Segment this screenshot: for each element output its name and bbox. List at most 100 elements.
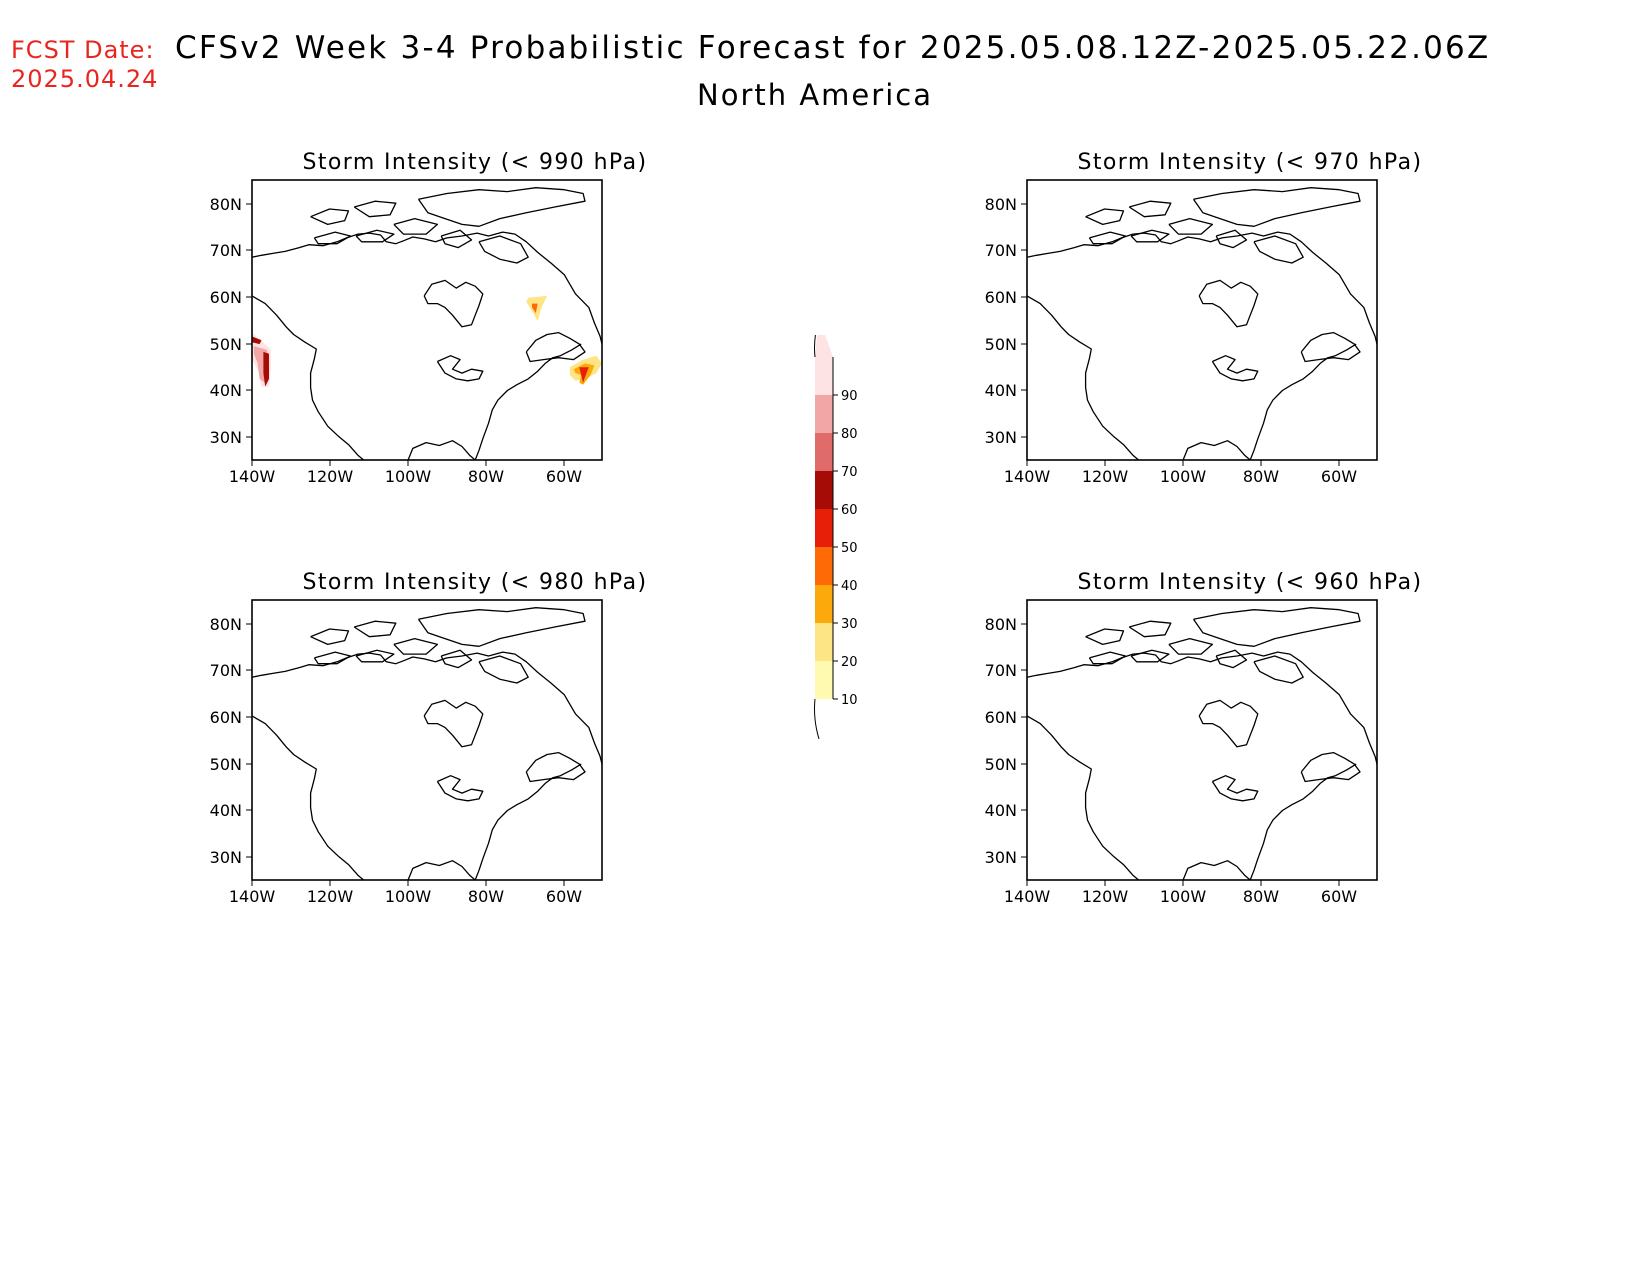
colorbar-segment — [815, 547, 833, 585]
colorbar-label: 20 — [841, 655, 858, 670]
colorbar-label: 90 — [841, 389, 858, 404]
lon-tick-label: 140W — [1004, 467, 1051, 486]
lon-tick-label: 60W — [1321, 887, 1357, 906]
lat-tick-label: 60N — [210, 708, 242, 727]
panel-title: Storm Intensity (< 980 hPa) — [302, 570, 648, 595]
coastlines — [251, 187, 603, 461]
panel-title: Storm Intensity (< 990 hPa) — [302, 150, 648, 175]
colorbar-segment — [815, 433, 833, 471]
lat-tick-label: 70N — [210, 241, 242, 260]
map-svg: 80N 70N 60N 50N 40N 30N 140W 120W 100W 80W 60W — [210, 599, 603, 906]
colorbar-segment — [815, 661, 833, 699]
colorbar-segment — [815, 585, 833, 623]
lon-tick-label: 120W — [307, 467, 354, 486]
forecast-date-label: FCST Date: — [11, 36, 155, 64]
lat-tick-label: 80N — [985, 615, 1017, 634]
colorbar-svg: 10 20 30 40 50 60 70 80 90 — [814, 316, 858, 740]
lat-tick-label: 40N — [210, 381, 242, 400]
lat-tick-label: 80N — [210, 195, 242, 214]
panel-title: Storm Intensity (< 970 hPa) — [1077, 150, 1423, 175]
panel-title: Storm Intensity (< 960 hPa) — [1077, 570, 1423, 595]
probability-shading — [252, 295, 602, 387]
colorbar: 10 20 30 40 50 60 70 80 90 — [805, 316, 885, 745]
map-plot-area: 80N 70N 60N 50N 40N 30N 140W 120W 100W 80W 60W — [210, 179, 603, 486]
map-frame — [251, 179, 603, 461]
panel-960: Storm Intensity (< 960 hPa) 80N 70N 60N 50N… — [985, 570, 1510, 960]
lat-tick-label: 30N — [210, 848, 242, 867]
lon-tick-label: 60W — [546, 467, 582, 486]
colorbar-label: 60 — [841, 503, 858, 518]
lon-tick-label: 100W — [1160, 887, 1207, 906]
lon-tick-label: 100W — [1160, 467, 1207, 486]
panel-990: Storm Intensity (< 990 hPa) 80N 70N 60N 50N… — [210, 150, 735, 540]
lon-tick-label: 120W — [1082, 467, 1129, 486]
lat-tick-label: 70N — [985, 661, 1017, 680]
colorbar-label: 40 — [841, 579, 858, 594]
lon-tick-label: 140W — [229, 467, 276, 486]
lon-tick-label: 60W — [546, 887, 582, 906]
lat-tick-label: 30N — [210, 428, 242, 447]
lon-tick-label: 80W — [1243, 887, 1279, 906]
colorbar-label: 10 — [841, 693, 858, 708]
shading-pacific-core — [263, 351, 269, 387]
lon-tick-label: 60W — [1321, 467, 1357, 486]
lon-tick-label: 100W — [385, 467, 432, 486]
colorbar-segment — [815, 623, 833, 661]
lon-tick-label: 80W — [468, 467, 504, 486]
lat-tick-label: 30N — [985, 848, 1017, 867]
forecast-date: FCST Date: 2025.04.24 — [11, 36, 158, 94]
map-frame — [251, 599, 603, 881]
coastlines — [1026, 187, 1378, 461]
page-subtitle: North America — [697, 78, 933, 112]
lat-tick-label: 40N — [985, 801, 1017, 820]
coastlines — [1026, 607, 1378, 881]
lon-tick-label: 80W — [468, 887, 504, 906]
lon-tick-label: 120W — [1082, 887, 1129, 906]
lon-tick-label: 140W — [229, 887, 276, 906]
lat-tick-label: 40N — [210, 801, 242, 820]
map-plot-area: 80N 70N 60N 50N 40N 30N 140W 120W 100W 80W 60W — [210, 599, 603, 906]
map-svg: 80N 70N 60N 50N 40N 30N 140W 120W 100W 80W 60W — [985, 179, 1378, 486]
lon-tick-label: 80W — [1243, 467, 1279, 486]
shading-atlantic-core — [579, 367, 589, 383]
lat-tick-label: 50N — [985, 335, 1017, 354]
lat-tick-label: 60N — [985, 708, 1017, 727]
lon-tick-label: 120W — [307, 887, 354, 906]
lat-tick-label: 60N — [985, 288, 1017, 307]
colorbar-segment — [815, 357, 833, 395]
shading-labrador-core — [532, 303, 538, 314]
colorbar-segment — [815, 509, 833, 547]
map-svg: 80N 70N 60N 50N 40N 30N 140W 120W 100W 80W 60W — [210, 179, 603, 486]
map-svg: 80N 70N 60N 50N 40N 30N 140W 120W 100W 80W 60W — [985, 599, 1378, 906]
map-plot-area: 80N 70N 60N 50N 40N 30N 140W 120W 100W 80W 60W — [985, 599, 1378, 906]
lat-tick-label: 60N — [210, 288, 242, 307]
page-title: CFSv2 Week 3-4 Probabilistic Forecast fo… — [175, 30, 1491, 66]
colorbar-label: 80 — [841, 427, 858, 442]
map-frame — [1026, 179, 1378, 461]
lat-tick-label: 80N — [210, 615, 242, 634]
colorbar-segment — [815, 395, 833, 433]
colorbar-label: 50 — [841, 541, 858, 556]
lat-tick-label: 30N — [985, 428, 1017, 447]
lat-tick-label: 50N — [985, 755, 1017, 774]
coastlines — [251, 607, 603, 881]
map-frame — [1026, 599, 1378, 881]
lat-tick-label: 50N — [210, 335, 242, 354]
shading-pacific-edge — [252, 336, 262, 345]
colorbar-segment — [815, 471, 833, 509]
lat-tick-label: 80N — [985, 195, 1017, 214]
colorbar-top-extension — [815, 317, 833, 357]
lat-tick-label: 70N — [210, 661, 242, 680]
forecast-date-value: 2025.04.24 — [11, 65, 159, 93]
colorbar-bottom-extension — [814, 698, 820, 740]
lon-tick-label: 140W — [1004, 887, 1051, 906]
colorbar-label: 70 — [841, 465, 858, 480]
lon-tick-label: 100W — [385, 887, 432, 906]
colorbar-label: 30 — [841, 617, 858, 632]
lat-tick-label: 40N — [985, 381, 1017, 400]
panel-970: Storm Intensity (< 970 hPa) 80N 70N 60N 50N… — [985, 150, 1510, 540]
map-plot-area: 80N 70N 60N 50N 40N 30N 140W 120W 100W 80W 60W — [985, 179, 1378, 486]
lat-tick-label: 50N — [210, 755, 242, 774]
lat-tick-label: 70N — [985, 241, 1017, 260]
panel-980: Storm Intensity (< 980 hPa) 80N 70N 60N 50N… — [210, 570, 735, 960]
